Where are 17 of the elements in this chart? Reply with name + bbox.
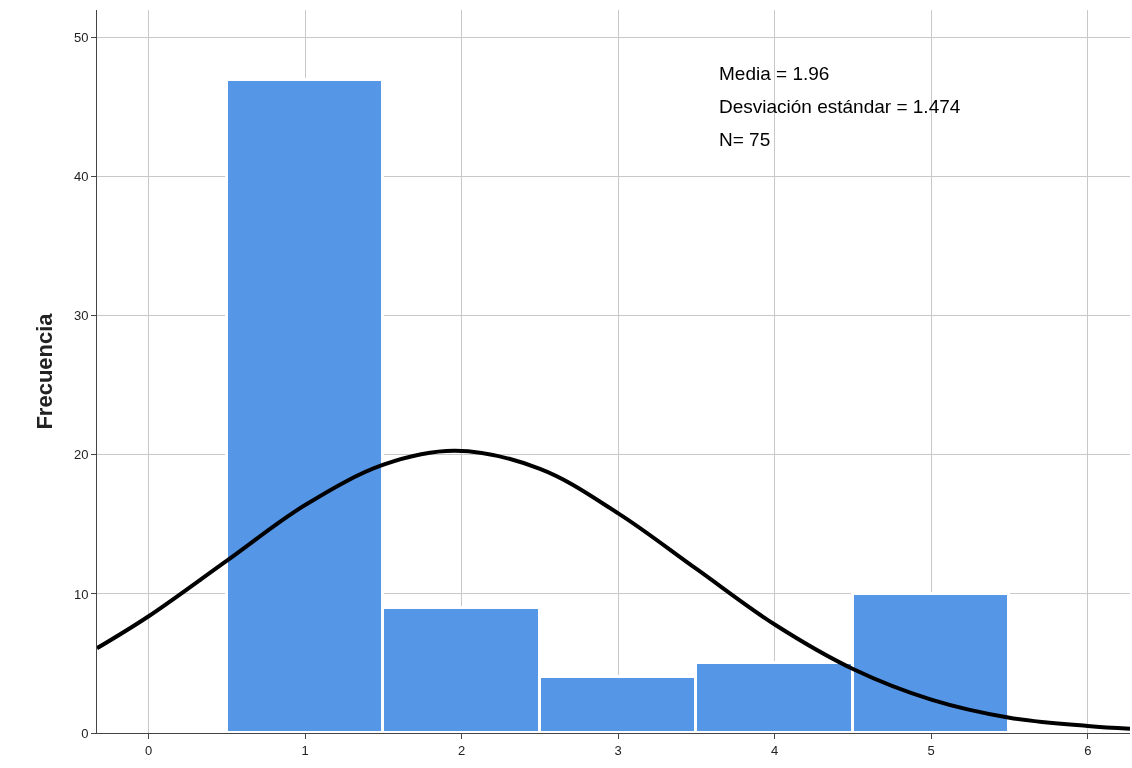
y-tick-label: 30 <box>73 308 89 324</box>
y-tick-label: 10 <box>73 586 89 602</box>
annotation: Media = 1.96 <box>719 63 830 84</box>
x-tick-label: 6 <box>1084 742 1092 758</box>
y-tick-label: 50 <box>73 30 89 46</box>
annotation: N= 75 <box>719 129 771 150</box>
annotation: Desviación estándar = 1.474 <box>719 96 961 117</box>
y-tick-label: 20 <box>73 447 89 463</box>
x-tick-label: 5 <box>927 742 935 758</box>
x-tick-label: 3 <box>614 742 622 758</box>
x-tick-label: 2 <box>458 742 466 758</box>
x-tick-label: 0 <box>145 742 153 758</box>
y-tick-label: 0 <box>81 725 89 741</box>
x-tick-label: 4 <box>771 742 779 758</box>
x-tick-label: 1 <box>301 742 309 758</box>
y-tick-label: 40 <box>73 169 89 185</box>
y-axis-title: Frecuencia <box>31 312 57 430</box>
